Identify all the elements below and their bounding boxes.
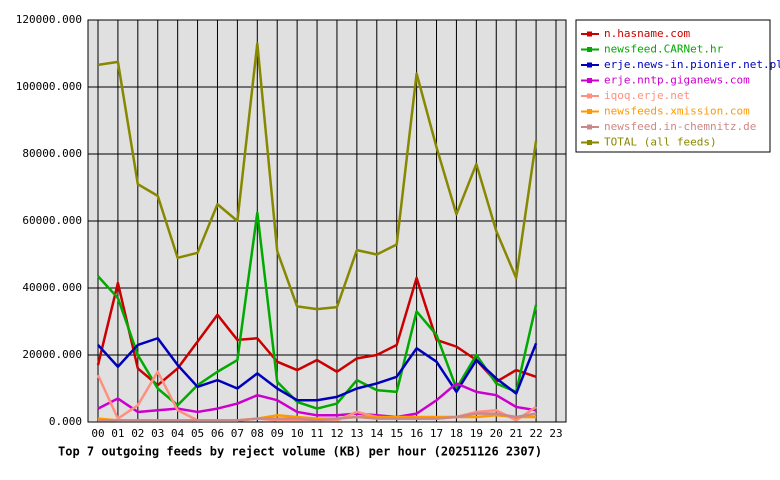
x-tick-label: 22 — [529, 427, 542, 440]
x-tick-label: 19 — [470, 427, 483, 440]
legend-dot — [587, 47, 592, 52]
x-tick-label: 05 — [191, 427, 204, 440]
x-tick-label: 01 — [111, 427, 124, 440]
legend-dot — [587, 31, 592, 37]
series-line — [98, 412, 537, 422]
legend-dot — [587, 78, 592, 83]
series-line — [97, 337, 538, 402]
x-tick-label: 13 — [350, 427, 363, 440]
legend-label: iqoq.erje.net — [604, 89, 690, 102]
chart-title: Top 7 outgoing feeds by reject volume (K… — [58, 445, 542, 459]
x-tick-label: 10 — [291, 427, 304, 440]
x-tick-label: 15 — [390, 427, 403, 440]
x-tick-label: 21 — [510, 427, 523, 440]
legend-dot — [587, 93, 592, 99]
legend-label: erje.nntp.giganews.com — [604, 74, 750, 87]
legend-box — [575, 19, 771, 153]
x-tick-label: 08 — [251, 427, 264, 440]
y-tick-label: 20000.000 — [22, 348, 82, 361]
x-tick-label: 07 — [231, 427, 244, 440]
legend-label: newsfeed.in-chemnitz.de — [604, 120, 756, 133]
y-tick-label: 100000.000 — [16, 80, 82, 93]
y-tick-label: 40000.000 — [22, 281, 82, 294]
x-tick-label: 12 — [330, 427, 343, 440]
legend-dot — [587, 62, 592, 68]
x-tick-label: 11 — [310, 427, 323, 440]
series-line — [97, 382, 537, 419]
legend-label: n.hasname.com — [604, 27, 690, 40]
legend-dot — [587, 109, 592, 114]
x-tick-label: 04 — [171, 427, 185, 440]
y-tick-label: 120000.000 — [16, 13, 82, 26]
series-line — [97, 42, 538, 311]
x-tick-label: 17 — [430, 427, 443, 440]
y-tick-label: 60000.000 — [22, 214, 82, 227]
x-tick-label: 18 — [450, 427, 463, 440]
x-tick-label: 16 — [410, 427, 423, 440]
legend-label: newsfeed.CARNet.hr — [604, 43, 724, 56]
x-tick-label: 02 — [131, 427, 144, 440]
x-tick-label: 09 — [271, 427, 284, 440]
legend-label: newsfeeds.xmission.com — [604, 105, 750, 118]
x-tick-label: 14 — [370, 427, 384, 440]
legend-dot — [587, 140, 592, 145]
series-line — [96, 276, 537, 387]
legend-dot — [587, 124, 592, 130]
y-tick-label: 80000.000 — [22, 147, 82, 160]
y-tick-label: 0.000 — [49, 415, 82, 428]
legend-label: TOTAL (all feeds) — [604, 136, 717, 149]
x-tick-label: 06 — [211, 427, 224, 440]
x-tick-label: 03 — [151, 427, 164, 440]
x-tick-label: 23 — [549, 427, 562, 440]
legend-label: erje.news-in.pionier.net.pl — [604, 58, 780, 71]
x-tick-label: 20 — [490, 427, 503, 440]
x-tick-label: 00 — [91, 427, 104, 440]
